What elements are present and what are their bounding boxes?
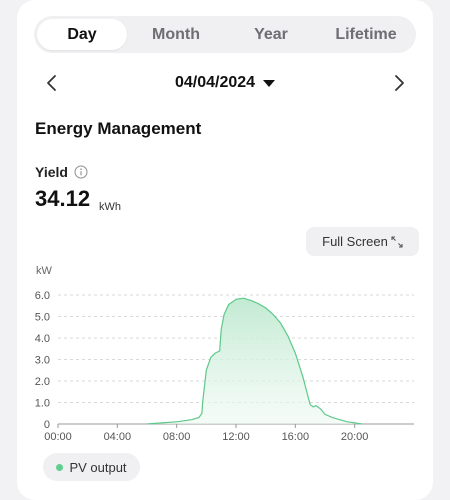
date-picker[interactable]: 04/04/2024 — [150, 72, 300, 94]
y-axis-unit: kW — [36, 265, 53, 277]
x-tick-label: 08:00 — [163, 431, 191, 443]
section-title: Energy Management — [35, 119, 202, 138]
yield-label: Yield — [35, 164, 68, 180]
full-screen-label: Full Screen — [322, 234, 388, 249]
x-tick-label: 04:00 — [104, 431, 132, 443]
yield-unit: kWh — [99, 201, 121, 213]
period-tabs: Day Month Year Lifetime — [34, 16, 416, 53]
legend-label: PV output — [69, 459, 127, 475]
x-tick-label: 16:00 — [282, 431, 310, 443]
y-tick-label: 4.0 — [35, 333, 50, 345]
y-tick-label: 2.0 — [35, 376, 50, 388]
y-tick-label: 6.0 — [35, 290, 50, 302]
caret-down-icon — [263, 79, 276, 87]
y-tick-label: 1.0 — [35, 398, 50, 410]
tab-day[interactable]: Day — [37, 19, 127, 50]
yield-value: 34.12 — [35, 186, 91, 211]
x-tick-label: 00:00 — [44, 431, 72, 443]
next-day-button[interactable] — [384, 68, 414, 98]
legend-pv-output[interactable]: PV output — [43, 453, 140, 481]
full-screen-button[interactable]: Full Screen — [306, 227, 419, 256]
chevron-right-icon — [395, 75, 404, 91]
pv-output-area — [147, 298, 363, 424]
info-icon[interactable] — [74, 165, 88, 179]
date-value: 04/04/2024 — [174, 74, 256, 91]
pv-output-line — [146, 297, 363, 425]
chevron-left-icon — [47, 75, 56, 91]
y-tick-label: 0 — [44, 419, 50, 431]
x-tick-label: 12:00 — [222, 431, 250, 443]
expand-icon — [391, 235, 403, 248]
tab-month[interactable]: Month — [152, 26, 200, 43]
legend-dot-icon — [56, 463, 64, 471]
previous-day-button[interactable] — [37, 68, 67, 98]
tab-lifetime[interactable]: Lifetime — [335, 26, 397, 43]
tab-year[interactable]: Year — [254, 26, 288, 43]
pv-output-chart: kW 0 1.0 2.0 3.0 4.0 5.0 6.0 00:00 04:00 08:00 12… — [35, 265, 414, 443]
x-tick-label: 20:00 — [341, 431, 369, 443]
y-tick-label: 5.0 — [35, 312, 50, 324]
y-tick-label: 3.0 — [35, 355, 50, 367]
